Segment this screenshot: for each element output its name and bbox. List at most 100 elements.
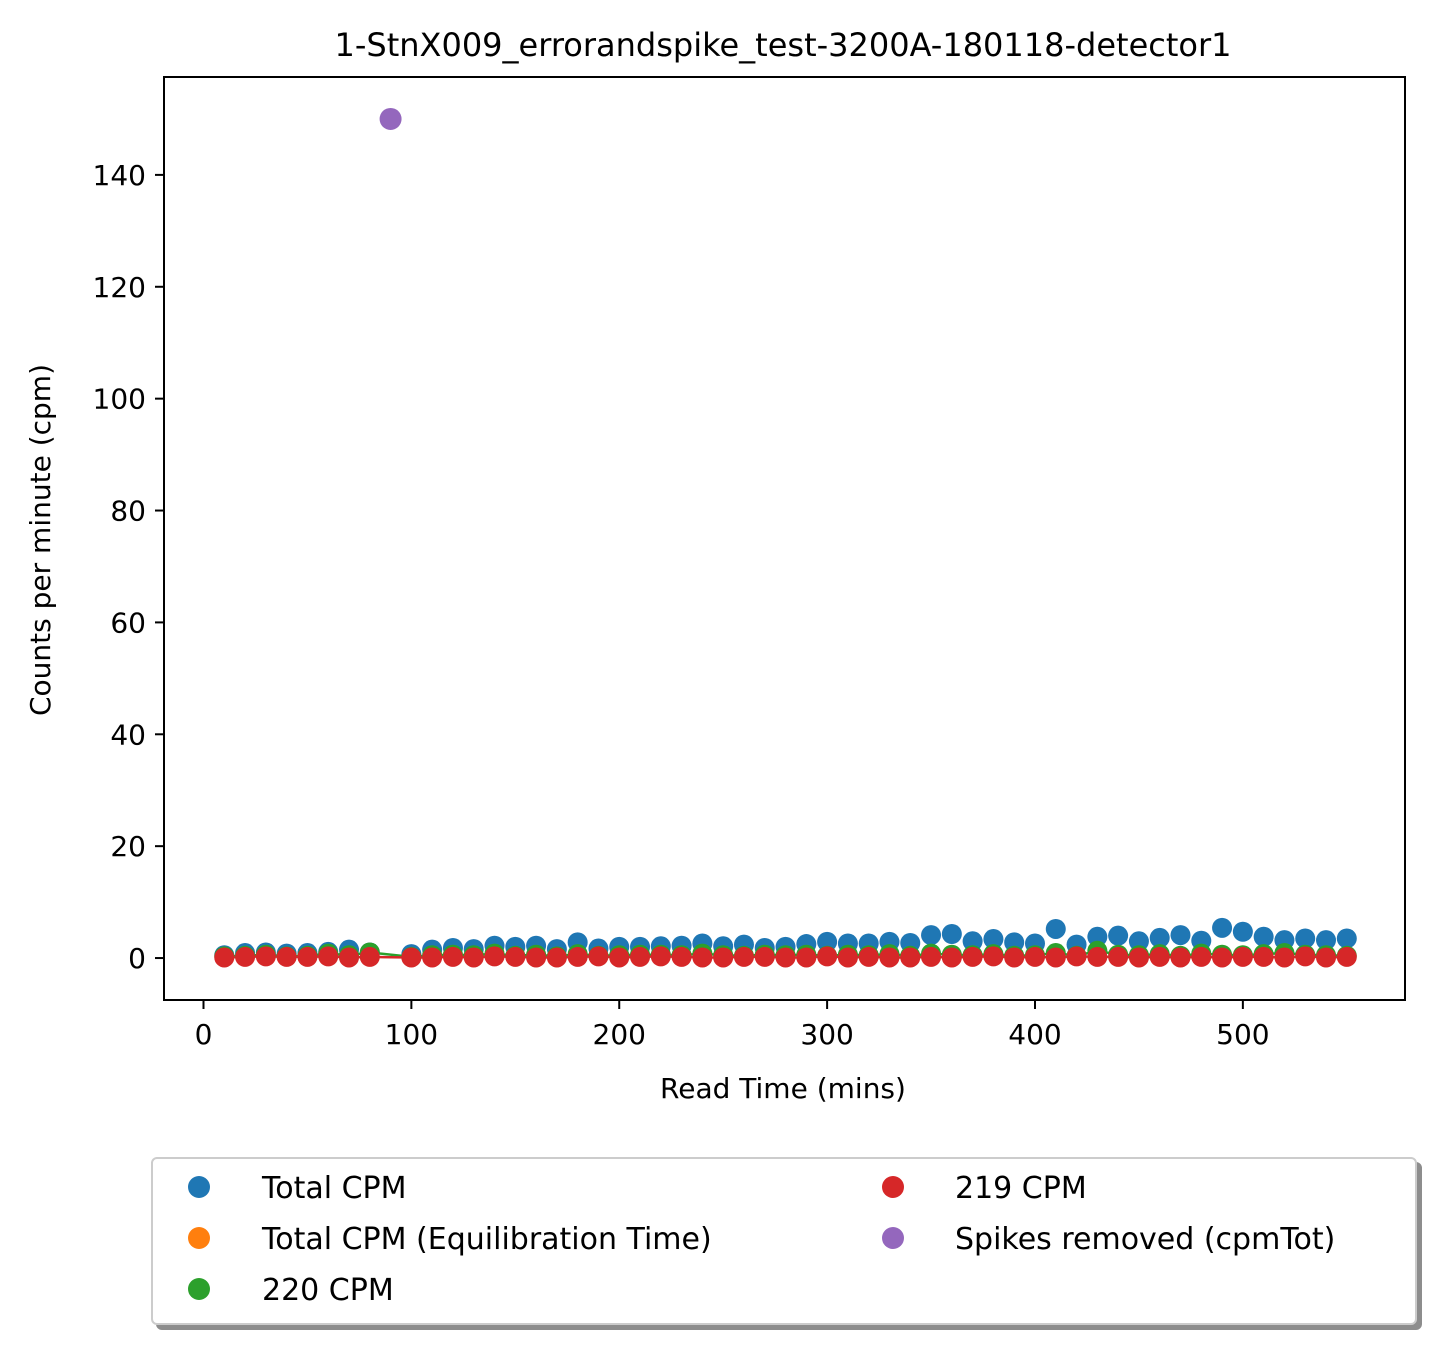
219-cpm-point [235, 946, 256, 967]
219-cpm-point [1212, 947, 1233, 968]
y-tick-label: 40 [110, 718, 146, 751]
y-tick-label: 120 [93, 271, 146, 304]
legend-marker [188, 1176, 210, 1198]
219-cpm-point [1170, 947, 1191, 968]
219-cpm-point [463, 947, 484, 968]
219-cpm-point [1274, 947, 1295, 968]
x-axis-label: Read Time (mins) [660, 1072, 906, 1105]
x-tick-label: 100 [385, 1018, 438, 1051]
219-cpm-point [1336, 946, 1357, 967]
legend-marker [882, 1176, 904, 1198]
219-cpm-point [1295, 946, 1316, 967]
total-cpm-point [1336, 928, 1357, 949]
219-cpm-point [1087, 946, 1108, 967]
chart-title: 1-StnX009_errorandspike_test-3200A-18011… [334, 26, 1231, 64]
219-cpm-point [858, 946, 879, 967]
219-cpm-point [1232, 946, 1253, 967]
219-cpm-point [692, 947, 713, 968]
219-cpm-point [276, 946, 297, 967]
219-cpm-point [775, 947, 796, 968]
219-cpm-point [1253, 946, 1274, 967]
x-tick-label: 500 [1216, 1018, 1269, 1051]
total-cpm-point [1170, 925, 1191, 946]
plot-frame [163, 76, 1406, 1001]
219-cpm-point [754, 946, 775, 967]
y-axis: 0 20 40 60 80 100 120 140 [93, 159, 164, 975]
total-cpm-point [921, 925, 942, 946]
219-cpm-point [442, 946, 463, 967]
total-cpm-point [1232, 921, 1253, 942]
total-cpm-point [1212, 917, 1233, 938]
219-cpm-point [1108, 946, 1129, 967]
219-cpm-point [297, 946, 318, 967]
219-cpm-point [609, 947, 630, 968]
219-cpm-point [567, 946, 588, 967]
219-cpm-point [900, 947, 921, 968]
219-cpm-point [214, 947, 235, 968]
219-cpm-point [941, 947, 962, 968]
total-cpm-point [817, 931, 838, 952]
legend-label: Total CPM (Equilibration Time) [261, 1222, 712, 1257]
legend-box [151, 1157, 1417, 1325]
plot-area [214, 107, 1357, 968]
219-cpm-point [733, 946, 754, 967]
219-cpm-point [546, 947, 567, 968]
219-cpm-point [1024, 946, 1045, 967]
total-cpm-point [1295, 928, 1316, 949]
legend-label: 219 CPM [955, 1171, 1087, 1206]
219-cpm-point [359, 946, 380, 967]
legend-label: Spikes removed (cpmTot) [955, 1222, 1335, 1257]
219-cpm-point [526, 947, 547, 968]
y-tick-label: 80 [110, 495, 146, 528]
legend-marker [188, 1227, 210, 1249]
219-cpm-point [713, 947, 734, 968]
total-cpm-point [1045, 918, 1066, 939]
219-cpm-point [1066, 946, 1087, 967]
x-tick-label: 400 [1008, 1018, 1061, 1051]
total-cpm-point [983, 929, 1004, 950]
total-cpm-point [1087, 926, 1108, 947]
x-tick-label: 300 [800, 1018, 853, 1051]
legend: Total CPM Total CPM (Equilibration Time) 2… [151, 1157, 1417, 1325]
total-cpm-point [1108, 925, 1129, 946]
219-cpm-point [962, 946, 983, 967]
219-cpm-point [339, 947, 360, 968]
x-axis: 0 100 200 300 400 500 [195, 1000, 1270, 1051]
219-cpm-point [318, 946, 339, 967]
total-cpm-point [962, 931, 983, 952]
y-axis-label: Counts per minute (cpm) [24, 364, 57, 716]
y-tick-label: 60 [110, 606, 146, 639]
219-cpm-point [505, 946, 526, 967]
legend-label: 220 CPM [262, 1273, 394, 1308]
x-tick-label: 200 [593, 1018, 646, 1051]
219-cpm-point [796, 947, 817, 968]
219-cpm-point [921, 946, 942, 967]
y-tick-label: 20 [110, 830, 146, 863]
219-cpm-point [983, 946, 1004, 967]
219-cpm-point [1316, 947, 1337, 968]
y-tick-label: 100 [93, 383, 146, 416]
219-cpm-point [255, 946, 276, 967]
total-cpm-point [1149, 927, 1170, 948]
219-cpm-point [650, 946, 671, 967]
219-cpm-point [1128, 947, 1149, 968]
219-cpm-point [1149, 946, 1170, 967]
x-tick-label: 0 [195, 1018, 213, 1051]
total-cpm-point [1253, 926, 1274, 947]
219-cpm-point [837, 947, 858, 968]
total-cpm-point [1128, 931, 1149, 952]
219-cpm-point [671, 946, 692, 967]
219-cpm-point [817, 946, 838, 967]
total-cpm-point [1316, 930, 1337, 951]
219-cpm-point [588, 946, 609, 967]
y-tick-label: 140 [93, 159, 146, 192]
legend-marker [188, 1278, 210, 1300]
219-cpm-point [630, 946, 651, 967]
219-cpm-point [1045, 947, 1066, 968]
219-cpm-point [484, 946, 505, 967]
legend-marker [882, 1227, 904, 1249]
219-cpm-point [879, 947, 900, 968]
219-cpm-point [401, 947, 422, 968]
total-cpm-point [941, 923, 962, 944]
